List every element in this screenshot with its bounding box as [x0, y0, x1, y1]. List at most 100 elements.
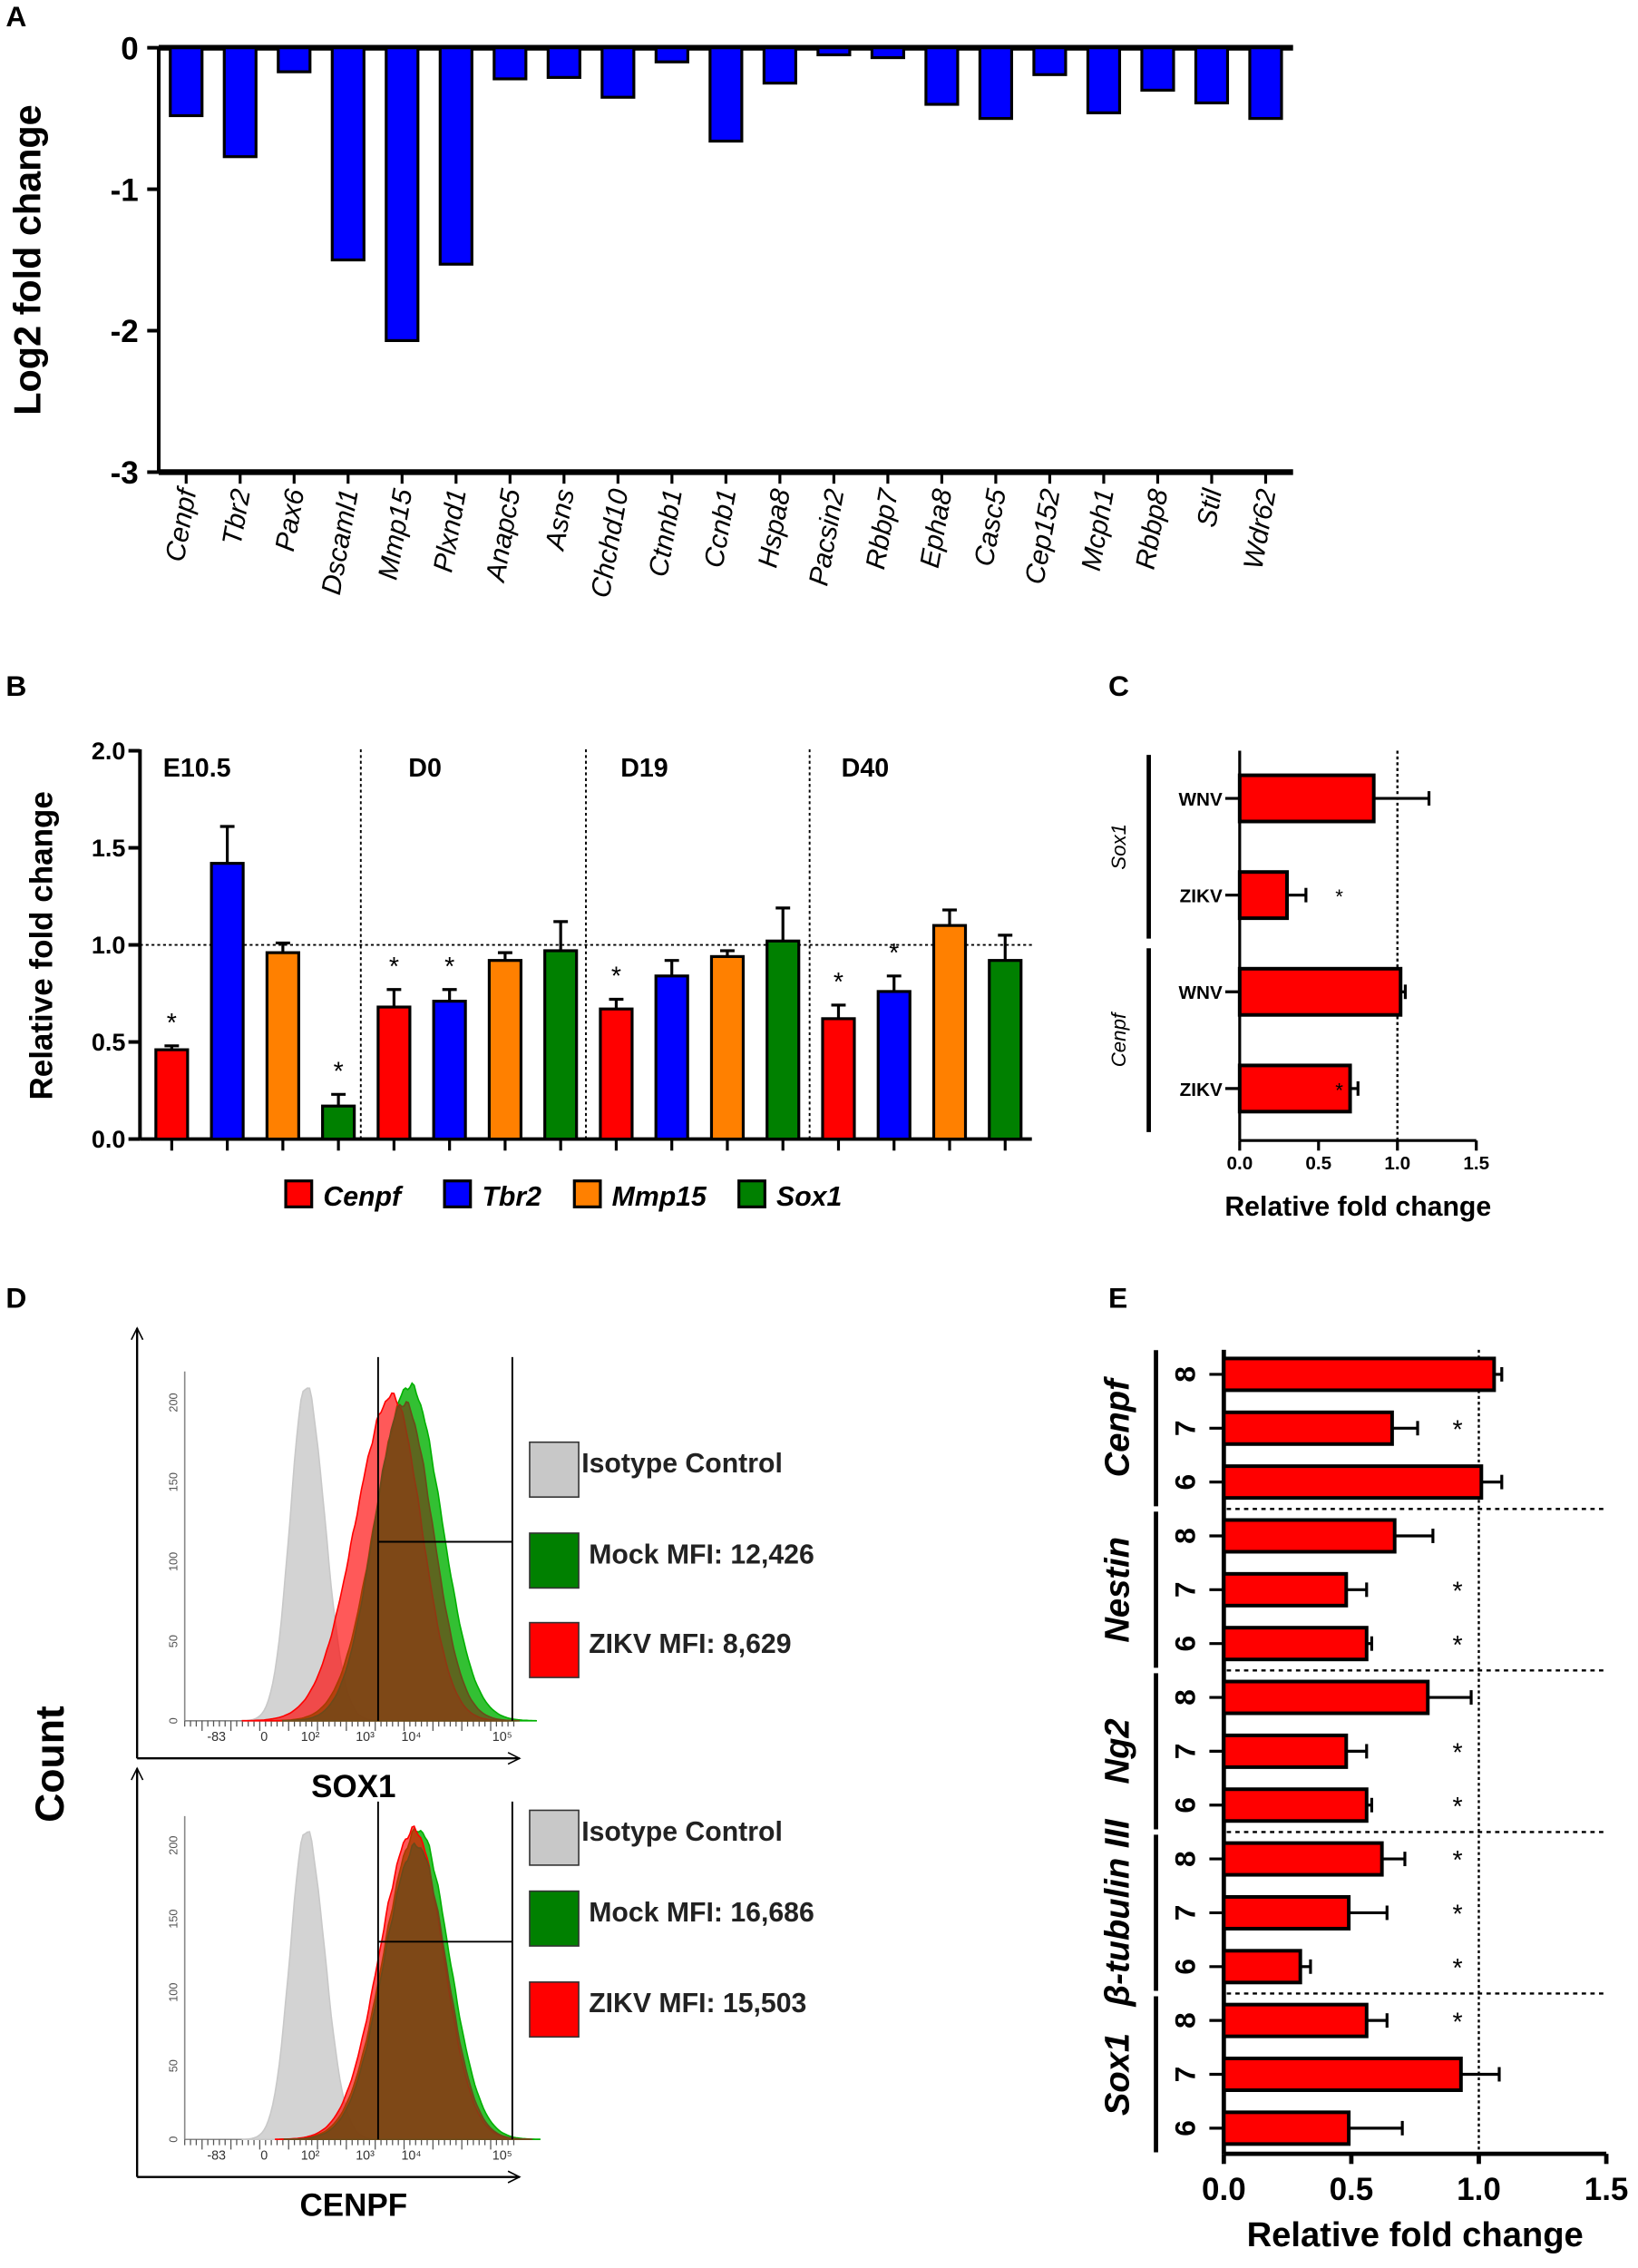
e-bar — [1222, 2110, 1351, 2146]
c-category-label: WNV — [1179, 982, 1223, 1003]
e-category-label: 6 — [1169, 2120, 1202, 2136]
e-category-label: 8 — [1169, 1528, 1202, 1544]
b-legend-label: Tbr2 — [482, 1182, 541, 1212]
d-x-tick-label: 10⁴ — [401, 2149, 421, 2164]
a-x-tick-label: Pacsin2 — [804, 486, 850, 588]
d-legend-label: Mock MFI: 12,426 — [589, 1540, 814, 1569]
a-bar — [816, 46, 852, 57]
d-legend-label: Mock MFI: 16,686 — [589, 1898, 814, 1928]
d-overlap-histogram — [282, 1401, 520, 1722]
e-significance-star: * — [1453, 1793, 1463, 1822]
d-y-tick-label: 150 — [167, 1472, 180, 1491]
a-x-tick-label: Rbbp7 — [861, 485, 904, 572]
a-x-tick-label: Epha8 — [915, 486, 959, 570]
b-significance-star: * — [389, 953, 399, 982]
e-bar — [1222, 1410, 1394, 1446]
b-bar — [599, 1007, 634, 1141]
b-y-tick-label: 1.0 — [92, 932, 126, 959]
a-bar — [870, 46, 905, 60]
a-bar — [600, 46, 636, 99]
e-category-label: 8 — [1169, 1366, 1202, 1383]
b-significance-star: * — [167, 1009, 177, 1038]
e-bar — [1222, 1571, 1349, 1608]
a-x-tick-label: Ctnnb1 — [643, 487, 687, 580]
d-x-tick-label: 10⁴ — [401, 1730, 421, 1745]
e-bar — [1222, 1356, 1497, 1393]
e-bar — [1222, 1841, 1384, 1877]
d-y-tick-label: 0 — [167, 1717, 180, 1724]
b-legend-swatch — [284, 1179, 314, 1208]
e-category-label: 8 — [1169, 1689, 1202, 1706]
a-x-tick-label: Anapc5 — [481, 486, 527, 585]
e-bar — [1222, 1679, 1430, 1716]
e-group-label: Ng2 — [1097, 1718, 1136, 1784]
d-x-tick-label: -83 — [207, 2149, 226, 2164]
e-bar — [1222, 1626, 1369, 1662]
a-bar — [1032, 46, 1068, 76]
b-bar — [154, 1048, 190, 1141]
e-significance-star: * — [1453, 1739, 1463, 1768]
e-significance-star: * — [1453, 1577, 1463, 1606]
e-significance-star: * — [1453, 1901, 1463, 1930]
c-significance-star: * — [1335, 1079, 1343, 1101]
e-category-label: 6 — [1169, 1636, 1202, 1652]
d-x-tick-label: 0 — [260, 2149, 268, 2164]
d-legend-label: ZIKV MFI: 8,629 — [589, 1629, 791, 1659]
b-bar — [432, 1000, 467, 1141]
d-y-tick-label: 50 — [167, 2059, 180, 2072]
c-category-label: WNV — [1179, 789, 1223, 810]
a-bar — [1194, 46, 1230, 105]
b-bar — [765, 939, 801, 1141]
c-x-tick-label: 0.5 — [1305, 1153, 1331, 1174]
c-group-label: Cenpf — [1107, 1011, 1130, 1067]
d-legend-swatch — [529, 1441, 580, 1498]
a-bar — [546, 46, 581, 79]
a-bar — [978, 46, 1014, 121]
e-significance-star: * — [1453, 1415, 1463, 1444]
a-x-tick-label: Chchd10 — [586, 486, 635, 600]
b-bar — [265, 951, 300, 1141]
b-group-label: D19 — [620, 754, 668, 783]
d-x-tick-label: -83 — [207, 1730, 226, 1745]
b-bar — [543, 949, 579, 1141]
b-group-label: D0 — [408, 754, 442, 783]
d-x-axis-label: CENPF — [300, 2188, 408, 2224]
e-category-label: 7 — [1169, 2067, 1202, 2083]
b-legend-label: Cenpf — [323, 1182, 404, 1212]
e-category-label: 7 — [1169, 1581, 1202, 1598]
c-x-axis-label: Relative fold change — [1224, 1192, 1491, 1222]
a-x-tick-label: Asns — [540, 487, 580, 554]
c-category-label: ZIKV — [1180, 1080, 1223, 1100]
d-legend-swatch — [529, 1981, 580, 2038]
a-y-tick-label: -1 — [111, 172, 139, 208]
b-significance-star: * — [444, 953, 454, 982]
a-bar — [277, 46, 312, 73]
b-bar — [931, 924, 968, 1141]
d-y-tick-label: 150 — [167, 1910, 180, 1929]
a-x-tick-label: Plxnd1 — [428, 487, 473, 575]
e-bar — [1222, 1464, 1484, 1501]
a-bar — [169, 46, 204, 118]
e-bar — [1222, 1733, 1349, 1769]
a-x-tick-label: Wdr62 — [1239, 486, 1282, 572]
e-x-tick-label: 1.0 — [1457, 2172, 1501, 2207]
b-group-label: E10.5 — [163, 754, 231, 783]
b-significance-star: * — [834, 968, 843, 997]
a-bar — [1248, 46, 1283, 121]
c-group-label: Sox1 — [1107, 824, 1130, 870]
d-x-tick-label: 10⁵ — [492, 1730, 512, 1745]
b-y-axis-label: Relative fold change — [24, 791, 59, 1100]
e-bar — [1222, 1949, 1302, 1985]
d-x-tick-label: 10³ — [356, 2149, 375, 2164]
a-bar — [1140, 46, 1175, 93]
a-bar — [762, 46, 797, 85]
d-x-tick-label: 0 — [260, 1730, 268, 1745]
b-legend-swatch — [572, 1179, 602, 1208]
d-x-axis-label: SOX1 — [311, 1769, 395, 1804]
d-y-tick-label: 200 — [167, 1835, 180, 1854]
d-legend-swatch — [529, 1890, 580, 1947]
a-x-tick-label: Dscaml1 — [317, 487, 365, 597]
a-bar — [385, 46, 420, 343]
a-bar — [330, 46, 366, 262]
d-y-tick-label: 200 — [167, 1393, 180, 1412]
